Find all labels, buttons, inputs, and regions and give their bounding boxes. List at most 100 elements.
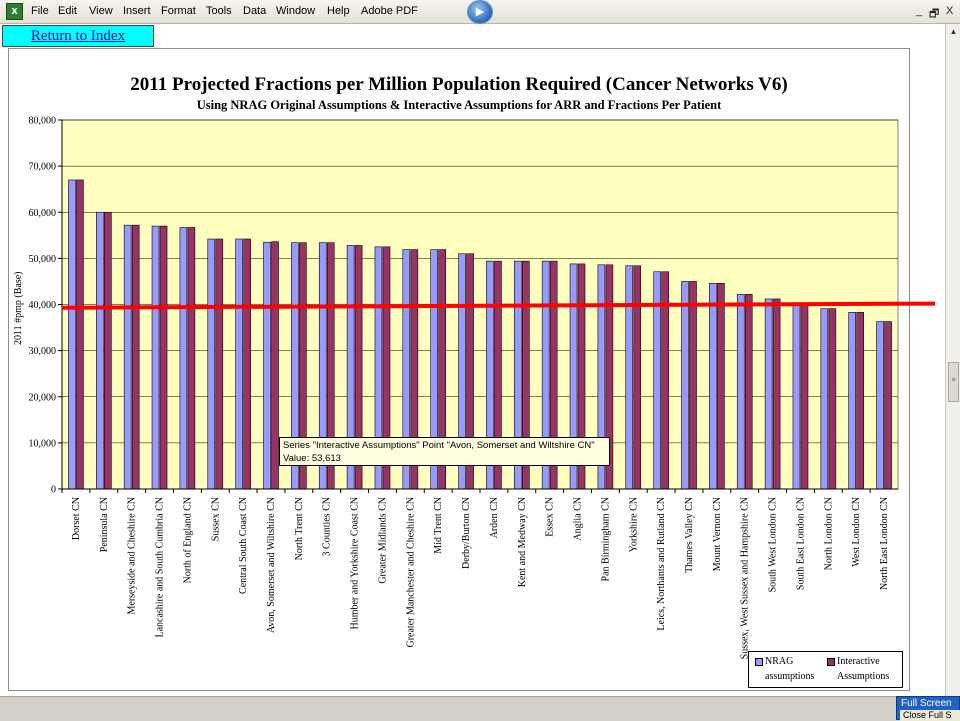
vertical-scrollbar[interactable]: ▲ ≡	[945, 24, 960, 696]
bar-nrag	[764, 298, 773, 490]
tooltip-value: Value: 53,613	[283, 453, 341, 464]
y-tick-label: 50,000	[29, 254, 57, 265]
y-tick-label: 60,000	[29, 208, 57, 219]
x-tick-label: Anglia CN	[573, 497, 584, 541]
minimize-icon[interactable]: _	[916, 5, 923, 17]
bar-nrag	[848, 312, 857, 490]
bar-interactive	[215, 238, 224, 490]
bar-nrag	[625, 265, 634, 490]
x-tick-label: North Trent CN	[294, 497, 305, 560]
scroll-thumb[interactable]: ≡	[948, 362, 959, 402]
x-tick-label: Arden CN	[489, 497, 500, 538]
bar-interactive	[800, 302, 809, 490]
x-tick-label: Dorset CN	[71, 497, 82, 540]
full-screen-toolbar: Full Screen Close Full S	[896, 696, 960, 721]
x-tick-label: Lancashire and South Cumbria CN	[155, 497, 166, 638]
bar-nrag	[207, 238, 216, 490]
x-tick-label: Peninsula CN	[99, 497, 110, 552]
x-tick-label: Derby/Burton CN	[461, 497, 472, 569]
bar-interactive	[76, 179, 84, 490]
x-tick-label: Greater Midlands CN	[377, 497, 388, 584]
bar-interactive	[633, 265, 642, 490]
x-tick-label: Leics, Northants and Rutland CN	[656, 497, 667, 631]
bar-interactive	[884, 321, 892, 490]
full-screen-title: Full Screen	[901, 698, 952, 709]
x-tick-label: Pan Birmingham CN	[600, 497, 611, 581]
x-tick-label: Merseyside and Cheshire CN	[127, 497, 138, 614]
legend-swatch-interactive	[827, 658, 835, 666]
y-tick-label: 70,000	[29, 162, 57, 173]
menu-adobe-pdf[interactable]: Adobe PDF	[361, 5, 418, 17]
x-tick-label: Mid Trent CN	[433, 497, 444, 554]
bar-interactive	[717, 282, 725, 490]
menu-tools[interactable]: Tools	[206, 5, 232, 17]
menu-bar: x File Edit View Insert Format Tools Dat…	[0, 0, 960, 24]
tooltip-series-point: Series "Interactive Assumptions" Point "…	[283, 440, 595, 451]
bar-nrag	[68, 179, 76, 490]
menu-edit[interactable]: Edit	[58, 5, 77, 17]
bar-interactive	[243, 238, 251, 490]
close-full-screen-button[interactable]: Close Full S	[900, 710, 960, 721]
x-tick-label: Mount Vernon CN	[712, 497, 723, 571]
bar-interactive	[271, 241, 279, 490]
x-tick-label: Central South Coast CN	[238, 497, 249, 594]
bar-interactive	[689, 281, 697, 490]
x-tick-label: South West London CN	[768, 497, 779, 592]
chart-subtitle: Using NRAG Original Assumptions & Intera…	[196, 98, 722, 112]
x-tick-label: Sussex CN	[210, 497, 221, 541]
menu-view[interactable]: View	[89, 5, 113, 17]
y-tick-label: 80,000	[29, 116, 57, 127]
y-tick-label: 40,000	[29, 300, 57, 311]
legend-label-nrag-1: NRAG	[765, 656, 794, 667]
bar-interactive	[744, 294, 753, 490]
bar-interactive	[828, 308, 837, 490]
legend-swatch-nrag	[755, 658, 763, 666]
menu-file[interactable]: File	[31, 5, 49, 17]
menu-data[interactable]: Data	[243, 5, 267, 17]
y-tick-label: 0	[51, 485, 56, 496]
bar-nrag	[709, 282, 717, 490]
x-tick-label: Essex CN	[545, 497, 556, 537]
bar-nrag	[263, 241, 271, 490]
bar-nrag	[792, 302, 801, 490]
chart-legend[interactable]: NRAG assumptions Interactive Assumptions	[748, 651, 903, 688]
x-tick-label: Yorkshire CN	[628, 497, 639, 552]
x-tick-label: Greater Manchester and Cheshire CN	[405, 497, 416, 647]
bar-nrag	[123, 224, 132, 490]
bar-interactive	[104, 211, 112, 490]
x-tick-label: Sussex, West Sussex and Hampshire CN	[740, 497, 751, 659]
restore-icon[interactable]: 🗗	[929, 8, 940, 20]
bar-interactive	[131, 224, 140, 490]
play-icon[interactable]: ▶	[467, 0, 493, 24]
reference-line	[61, 301, 936, 310]
menu-insert[interactable]: Insert	[123, 5, 151, 17]
menu-help[interactable]: Help	[327, 5, 350, 17]
x-tick-label: Avon, Somerset and Wiltshire CN	[266, 497, 277, 633]
bar-nrag	[681, 281, 689, 490]
y-tick-label: 20,000	[29, 392, 57, 403]
bar-interactive	[187, 227, 196, 490]
legend-label-interactive-1: Interactive	[837, 656, 880, 667]
bar-nrag	[876, 321, 884, 490]
bar-interactive	[159, 225, 168, 490]
bar-chart[interactable]: 0 10,000 20,000 30,000 40,000 50,000 60,000 70,…	[0, 0, 945, 696]
menu-window[interactable]: Window	[276, 5, 316, 17]
x-tick-label: Thames Valley CN	[684, 497, 695, 573]
x-tick-label: West London CN	[851, 497, 862, 567]
x-tick-label: North London CN	[823, 497, 834, 570]
menu-format[interactable]: Format	[161, 5, 196, 17]
bar-nrag	[96, 211, 104, 490]
x-tick-label: 3 Counties CN	[322, 497, 333, 556]
return-to-index-link[interactable]: Return to Index	[2, 25, 154, 47]
legend-label-interactive-2: Assumptions	[837, 671, 890, 682]
chart-tooltip: Series "Interactive Assumptions" Point "…	[279, 437, 610, 466]
y-tick-label: 30,000	[29, 346, 57, 357]
legend-label-nrag-2: assumptions	[765, 671, 815, 682]
bar-interactive	[856, 312, 865, 490]
scroll-up-icon[interactable]: ▲	[949, 27, 958, 36]
x-tick-label: Kent and Medway CN	[517, 497, 528, 587]
chart-title: 2011 Projected Fractions per Million Pop…	[130, 74, 788, 95]
status-bar	[0, 696, 960, 720]
excel-app-icon[interactable]: x	[6, 3, 23, 20]
close-icon[interactable]: X	[946, 5, 954, 17]
